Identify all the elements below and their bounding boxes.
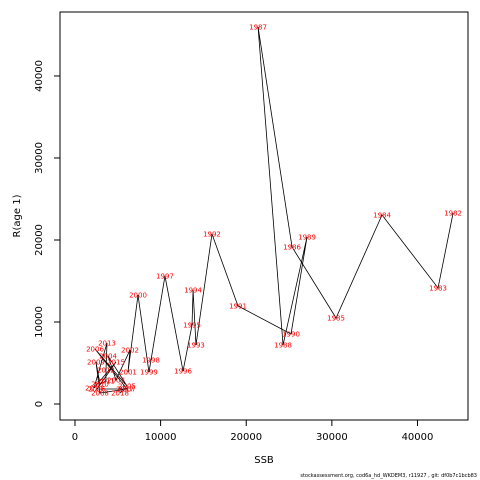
point-label: 1983: [429, 284, 447, 292]
data-line: [93, 26, 454, 394]
point-label: 1999: [140, 369, 158, 377]
point-label: 1984: [373, 211, 391, 219]
point-label: 2001: [119, 369, 137, 377]
point-label: 1996: [174, 368, 192, 376]
point-label: 1990: [282, 330, 300, 338]
point-label: 2006: [86, 345, 104, 353]
footer: stockassessment.org, cod6a_hd_WKDEM3, r1…: [300, 473, 477, 479]
point-label: 2004: [99, 353, 117, 361]
point-label: 2012: [97, 366, 115, 374]
point-label: 1989: [298, 233, 316, 241]
point-label: 2018: [111, 390, 129, 398]
point-label: 2002: [121, 346, 139, 354]
point-label: 2015: [107, 359, 125, 367]
point-label: 2014: [85, 385, 103, 393]
x-axis-label: SSB: [254, 455, 274, 466]
point-label: 1982: [444, 210, 462, 218]
point-label: 1997: [156, 272, 174, 280]
point-label: 2005: [118, 382, 136, 390]
y-tick-label: 20000: [34, 224, 45, 256]
point-label: 1988: [274, 341, 292, 349]
y-tick-label: 30000: [34, 142, 45, 174]
x-tick-label: 40000: [402, 432, 434, 443]
point-label: 2017: [116, 386, 134, 394]
point-label: 2009: [87, 359, 105, 367]
point-label: 2007: [118, 386, 136, 394]
y-tick-label: 10000: [34, 306, 45, 338]
point-label: 1992: [203, 231, 221, 239]
x-tick-label: 30000: [316, 432, 348, 443]
point-label: 1994: [184, 287, 202, 295]
point-label: 2011: [97, 378, 115, 386]
y-tick-label: 40000: [34, 60, 45, 92]
y-axis-label: R(age 1): [12, 194, 23, 237]
point-label: 2013: [98, 339, 116, 347]
point-label: 2008: [91, 390, 109, 398]
point-label: 1991: [229, 303, 247, 311]
x-tick-label: 0: [72, 432, 78, 443]
point-label: 2016: [88, 386, 106, 394]
y-tick-label: 0: [34, 401, 45, 407]
point-label: 1987: [249, 23, 267, 31]
point-label: 1993: [187, 341, 205, 349]
x-tick-label: 10000: [145, 432, 177, 443]
point-label: 1998: [142, 356, 160, 364]
point-label: 2000: [129, 292, 147, 300]
point-label: 1985: [327, 314, 345, 322]
point-label: 1986: [283, 243, 301, 251]
point-label: 2010: [91, 380, 109, 388]
point-label: 2003: [107, 376, 125, 384]
point-label: 1995: [183, 322, 201, 330]
x-tick-label: 20000: [230, 432, 262, 443]
